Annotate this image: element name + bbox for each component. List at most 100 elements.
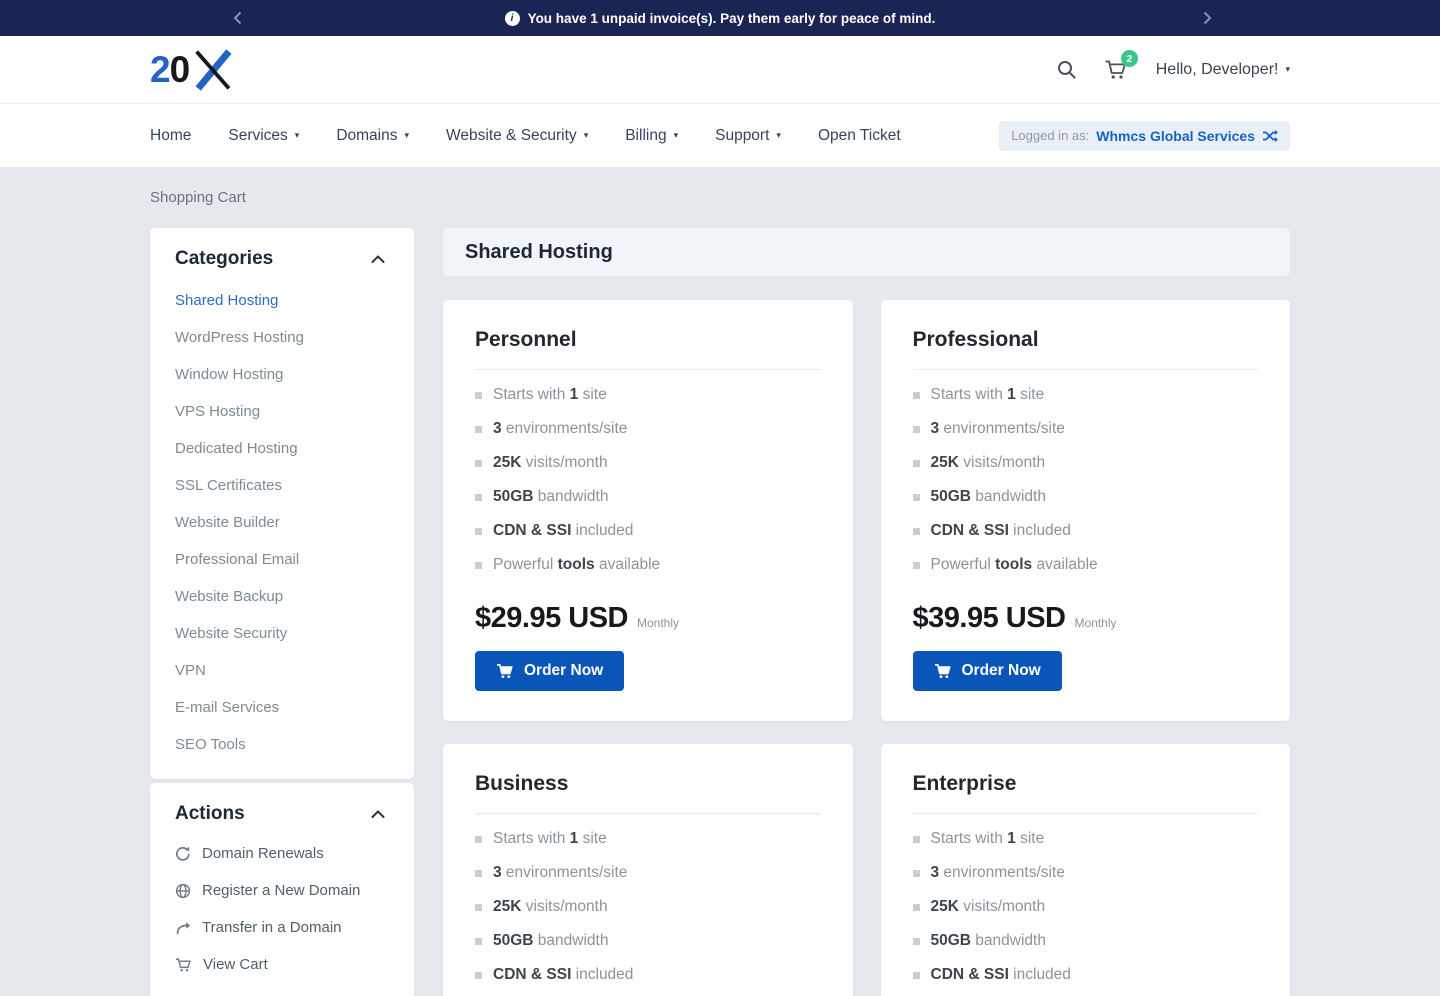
chevron-down-icon: ▾ <box>776 130 781 140</box>
greeting-text: Hello, Developer! <box>1155 60 1279 78</box>
plan-price: $29.95 USD <box>475 602 629 634</box>
feature-item: 3 environments/site <box>475 412 821 446</box>
feature-item: 50GB bandwidth <box>475 924 821 958</box>
bullet-icon <box>912 903 920 911</box>
chevron-down-icon: ▾ <box>673 130 679 140</box>
nav-item-home[interactable]: Home <box>150 126 192 144</box>
sidebar-item-professional-email[interactable]: Professional Email <box>175 551 300 568</box>
main-nav: Home Services ▾ Domains ▾ Website & Securi… <box>0 103 1440 167</box>
user-menu[interactable]: Hello, Developer! ▾ <box>1156 61 1290 79</box>
bullet-icon <box>475 493 482 501</box>
sidebar-item-email-services[interactable]: E-mail Services <box>175 699 280 716</box>
feature-item: CDN & SSI included <box>475 958 821 992</box>
bullet-icon <box>475 869 482 877</box>
chevron-down-icon: ▾ <box>583 130 589 140</box>
plan-card-professional: Professional Starts with 1 site 3 enviro… <box>880 300 1290 721</box>
switch-account-icon[interactable] <box>1262 128 1278 144</box>
bullet-icon <box>912 459 920 467</box>
sidebar: Categories Shared Hosting WordPress Host… <box>150 228 414 996</box>
feature-item: 3 environments/site <box>912 856 1259 890</box>
bullet-icon <box>912 493 920 501</box>
feature-item: Powerful tools available <box>912 548 1259 582</box>
bullet-icon <box>912 391 920 399</box>
nav-item-website-security[interactable]: Website & Security ▾ <box>446 126 589 144</box>
carousel-prev-icon[interactable] <box>222 0 252 36</box>
info-icon: i <box>504 10 520 26</box>
sidebar-item-website-security[interactable]: Website Security <box>175 625 288 642</box>
main-content: Shared Hosting Personnel Starts with 1 s… <box>443 228 1290 996</box>
action-view-cart[interactable]: View Cart <box>175 946 389 983</box>
feature-item: 25K visits/month <box>912 446 1259 480</box>
feature-item: Starts with 1 site <box>475 822 821 856</box>
search-icon[interactable] <box>1057 60 1076 79</box>
feature-item: CDN & SSI included <box>912 514 1259 548</box>
sidebar-item-window-hosting[interactable]: Window Hosting <box>175 366 284 383</box>
sidebar-item-shared-hosting[interactable]: Shared Hosting <box>175 292 279 309</box>
nav-item-support[interactable]: Support ▾ <box>715 126 781 144</box>
chevron-up-icon[interactable] <box>367 806 389 823</box>
bullet-icon <box>475 459 482 467</box>
chevron-down-icon: ▾ <box>1285 64 1290 74</box>
order-now-button[interactable]: Order Now <box>475 651 625 691</box>
plan-card-enterprise: Enterprise Starts with 1 site 3 environm… <box>880 744 1290 996</box>
cart-icon <box>175 957 191 972</box>
cart-icon <box>497 664 513 678</box>
action-domain-renewals[interactable]: Domain Renewals <box>175 835 389 872</box>
cart-count-badge: 2 <box>1120 50 1138 67</box>
nav-item-services[interactable]: Services ▾ <box>228 126 300 144</box>
bullet-icon <box>912 869 920 877</box>
feature-item: 25K visits/month <box>912 890 1259 924</box>
actions-panel: Actions Domain Renewals <box>150 783 414 996</box>
transfer-arrow-icon <box>176 921 191 934</box>
cart-icon[interactable]: 2 <box>1104 50 1138 80</box>
bullet-icon <box>475 903 482 911</box>
chevron-up-icon[interactable] <box>367 251 389 268</box>
bullet-icon <box>475 527 482 535</box>
sidebar-item-dedicated-hosting[interactable]: Dedicated Hosting <box>175 440 298 457</box>
nav-item-billing[interactable]: Billing ▾ <box>625 126 679 144</box>
feature-item: 50GB bandwidth <box>912 480 1259 514</box>
sidebar-item-ssl-certificates[interactable]: SSL Certificates <box>175 477 282 494</box>
billing-period: Monthly <box>1074 616 1117 630</box>
logo[interactable]: 20 <box>150 48 235 92</box>
actions-title: Actions <box>175 803 245 824</box>
refresh-icon <box>176 846 190 861</box>
categories-panel: Categories Shared Hosting WordPress Host… <box>150 228 414 779</box>
order-now-button[interactable]: Order Now <box>912 651 1062 691</box>
bullet-icon <box>475 561 482 569</box>
bullet-icon <box>475 937 482 945</box>
sidebar-item-website-backup[interactable]: Website Backup <box>175 588 284 605</box>
sidebar-item-vps-hosting[interactable]: VPS Hosting <box>175 403 261 420</box>
carousel-next-icon[interactable] <box>1192 0 1222 36</box>
sidebar-item-website-builder[interactable]: Website Builder <box>175 514 280 531</box>
bullet-icon <box>912 835 920 843</box>
feature-item: 25K visits/month <box>475 446 821 480</box>
nav-item-domains[interactable]: Domains ▾ <box>336 126 410 144</box>
sidebar-item-seo-tools[interactable]: SEO Tools <box>175 736 246 753</box>
feature-item: 50GB bandwidth <box>912 924 1259 958</box>
sidebar-item-vpn[interactable]: VPN <box>175 662 206 679</box>
sidebar-item-wordpress-hosting[interactable]: WordPress Hosting <box>175 329 304 346</box>
logo-text: 20 <box>150 49 190 90</box>
bullet-icon <box>475 835 482 843</box>
feature-item: Powerful tools available <box>913 992 1259 996</box>
nav-item-open-ticket[interactable]: Open Ticket <box>817 126 901 144</box>
chevron-down-icon: ▾ <box>294 130 300 140</box>
logged-in-label: Logged in as: <box>1011 128 1090 143</box>
feature-item: Powerful tools available <box>475 548 821 582</box>
bullet-icon <box>912 425 920 433</box>
section-header: Shared Hosting <box>443 228 1290 276</box>
bullet-icon <box>912 937 920 945</box>
logged-in-account-link[interactable]: Whmcs Global Services <box>1096 127 1255 144</box>
feature-item: 3 environments/site <box>475 856 821 890</box>
bullet-icon <box>912 971 920 979</box>
feature-item: 3 environments/site <box>912 412 1259 446</box>
action-register-domain[interactable]: Register a New Domain <box>175 872 389 909</box>
feature-item: Starts with 1 site <box>912 822 1259 856</box>
categories-title: Categories <box>175 248 274 269</box>
plan-name: Enterprise <box>912 772 1258 814</box>
action-transfer-domain[interactable]: Transfer in a Domain <box>175 909 389 946</box>
bullet-icon <box>475 971 482 979</box>
cart-icon <box>934 664 951 678</box>
feature-item: Powerful tools available <box>475 992 821 996</box>
